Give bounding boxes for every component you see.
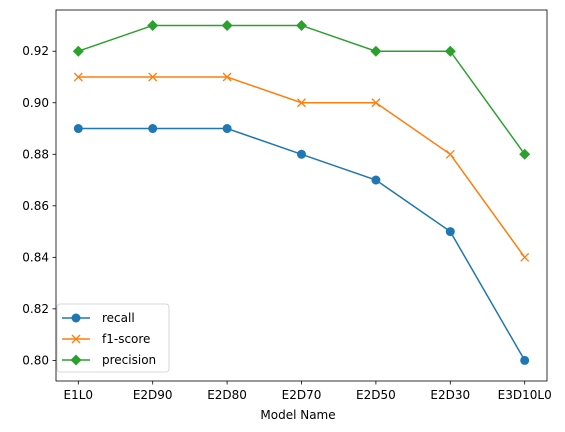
legend-label: precision	[102, 353, 156, 367]
x-axis: E1L0 E2D90 E2D80 E2D70 E2D50 E2D30 E3D10L0	[64, 381, 552, 402]
y-tick-label: 0.84	[22, 250, 49, 264]
x-tick-label: E2D50	[356, 388, 396, 402]
y-tick-label: 0.90	[22, 96, 49, 110]
data-point-precision	[370, 45, 382, 57]
legend: recall f1-score precision	[56, 303, 170, 373]
series-precision	[72, 19, 531, 160]
x-tick-label: E2D70	[282, 388, 322, 402]
y-tick-label: 0.88	[22, 147, 49, 161]
data-point-recall	[148, 124, 158, 134]
legend-label: f1-score	[102, 332, 150, 346]
data-point-recall	[371, 175, 381, 185]
data-point-precision	[519, 148, 531, 160]
data-point-precision	[221, 19, 233, 31]
legend-marker-precision	[70, 354, 82, 366]
data-point-precision	[296, 19, 307, 31]
legend-box	[56, 303, 170, 373]
data-point-precision	[147, 19, 159, 31]
series-f1-score	[73, 72, 530, 262]
legend-label: recall	[102, 311, 135, 325]
series-recall	[73, 124, 530, 365]
x-tick-label: E2D90	[133, 388, 173, 402]
y-axis: 0.80 0.82 0.84 0.86 0.88 0.90 0.92	[22, 44, 56, 367]
data-point-recall	[445, 227, 455, 237]
y-tick-label: 0.86	[22, 199, 49, 213]
data-point-f1-score	[222, 72, 232, 82]
data-point-f1-score	[445, 149, 455, 159]
data-point-f1-score	[297, 98, 306, 108]
y-tick-label: 0.92	[22, 44, 49, 58]
x-tick-label: E1L0	[64, 388, 94, 402]
data-point-f1-score	[148, 72, 158, 82]
legend-marker-recall	[71, 313, 81, 323]
x-tick-label: E3D10L0	[498, 388, 552, 402]
legend-item-f1-score: f1-score	[62, 332, 150, 346]
series-layer	[72, 19, 531, 365]
y-tick-label: 0.82	[22, 302, 49, 316]
legend-marker-f1-score	[71, 334, 81, 344]
data-point-recall	[73, 124, 83, 134]
data-point-f1-score	[73, 72, 83, 82]
data-point-f1-score	[520, 252, 530, 262]
y-tick-label: 0.80	[22, 353, 49, 367]
x-tick-label: E2D80	[207, 388, 247, 402]
x-axis-title: Model Name	[260, 408, 335, 422]
data-point-f1-score	[371, 98, 381, 108]
data-point-precision	[444, 45, 456, 57]
x-tick-label: E2D30	[430, 388, 470, 402]
data-point-recall	[222, 124, 232, 134]
data-point-precision	[72, 45, 84, 57]
data-point-recall	[520, 355, 530, 365]
legend-item-precision: precision	[62, 353, 156, 367]
legend-item-recall: recall	[62, 311, 135, 325]
data-point-recall	[297, 149, 306, 159]
